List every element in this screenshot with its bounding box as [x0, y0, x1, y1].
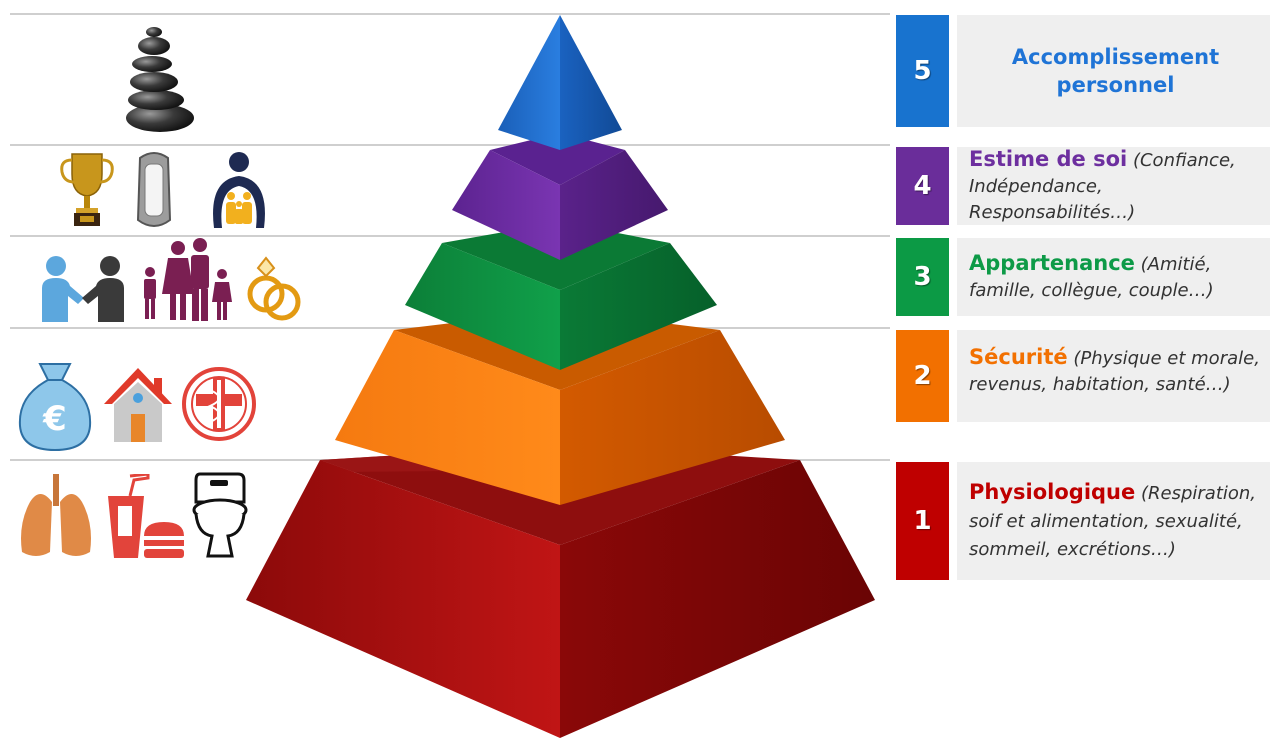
trophy-icon: [60, 153, 114, 226]
medical-icon: [182, 367, 256, 441]
level-number-3: 3: [896, 238, 949, 316]
separator-line: [10, 13, 890, 15]
stones-icon: [126, 27, 194, 132]
money-bag-icon: €: [18, 363, 92, 452]
separator-line: [10, 235, 890, 237]
pyramid-level-3: [405, 222, 717, 370]
toilet-icon: [192, 472, 248, 558]
level-description-1: (Respiration, soif et alimentation, sexu…: [969, 483, 1257, 560]
pyramid-level-4: [452, 133, 668, 260]
level-label-2: Sécurité (Physique et morale, revenus, h…: [957, 330, 1270, 422]
handshake-icon: [42, 256, 124, 322]
rings-icon: [247, 256, 301, 321]
icons-level-1: [0, 468, 330, 560]
level-description-2: (Physique et morale, revenus, habitation…: [969, 348, 1260, 395]
level-title-5-line2: personnel: [1056, 73, 1175, 97]
level-label-5: Accomplissement personnel: [957, 15, 1270, 127]
level-title-2: Sécurité: [969, 345, 1068, 369]
level-title-1: Physiologique: [969, 480, 1136, 504]
level-description-3: (Amitié, famille, collègue, couple…): [969, 254, 1214, 301]
level-title-5: Accomplissement: [1011, 45, 1220, 69]
icons-level-4: [0, 150, 330, 232]
level-number-4: 4: [896, 147, 949, 225]
pyramid-level-5: [498, 15, 622, 150]
level-number-1: 1: [896, 462, 949, 580]
level-description-4: (Confiance, Indépendance, Responsabilité…: [969, 150, 1236, 223]
food-drink-icon: [108, 474, 184, 558]
level-label-1: Physiologique (Respiration, soif et alim…: [957, 462, 1270, 580]
icons-level-3: [0, 238, 330, 326]
level-label-4: Estime de soi (Confiance, Indépendance, …: [957, 147, 1270, 225]
level-title-4: Estime de soi: [969, 147, 1128, 171]
family-circle-icon: [213, 152, 265, 228]
icons-level-2: €: [0, 360, 330, 452]
euro-symbol: €: [42, 399, 67, 439]
level-number-2: 2: [896, 330, 949, 422]
house-icon: [104, 368, 172, 442]
separator-line: [10, 144, 890, 146]
family-icon: [144, 238, 232, 321]
lungs-icon: [21, 474, 91, 556]
mirror-icon: [136, 152, 172, 227]
level-label-3: Appartenance (Amitié, famille, collègue,…: [957, 238, 1270, 316]
level-title-3: Appartenance: [969, 251, 1135, 275]
level-number-5: 5: [896, 15, 949, 127]
